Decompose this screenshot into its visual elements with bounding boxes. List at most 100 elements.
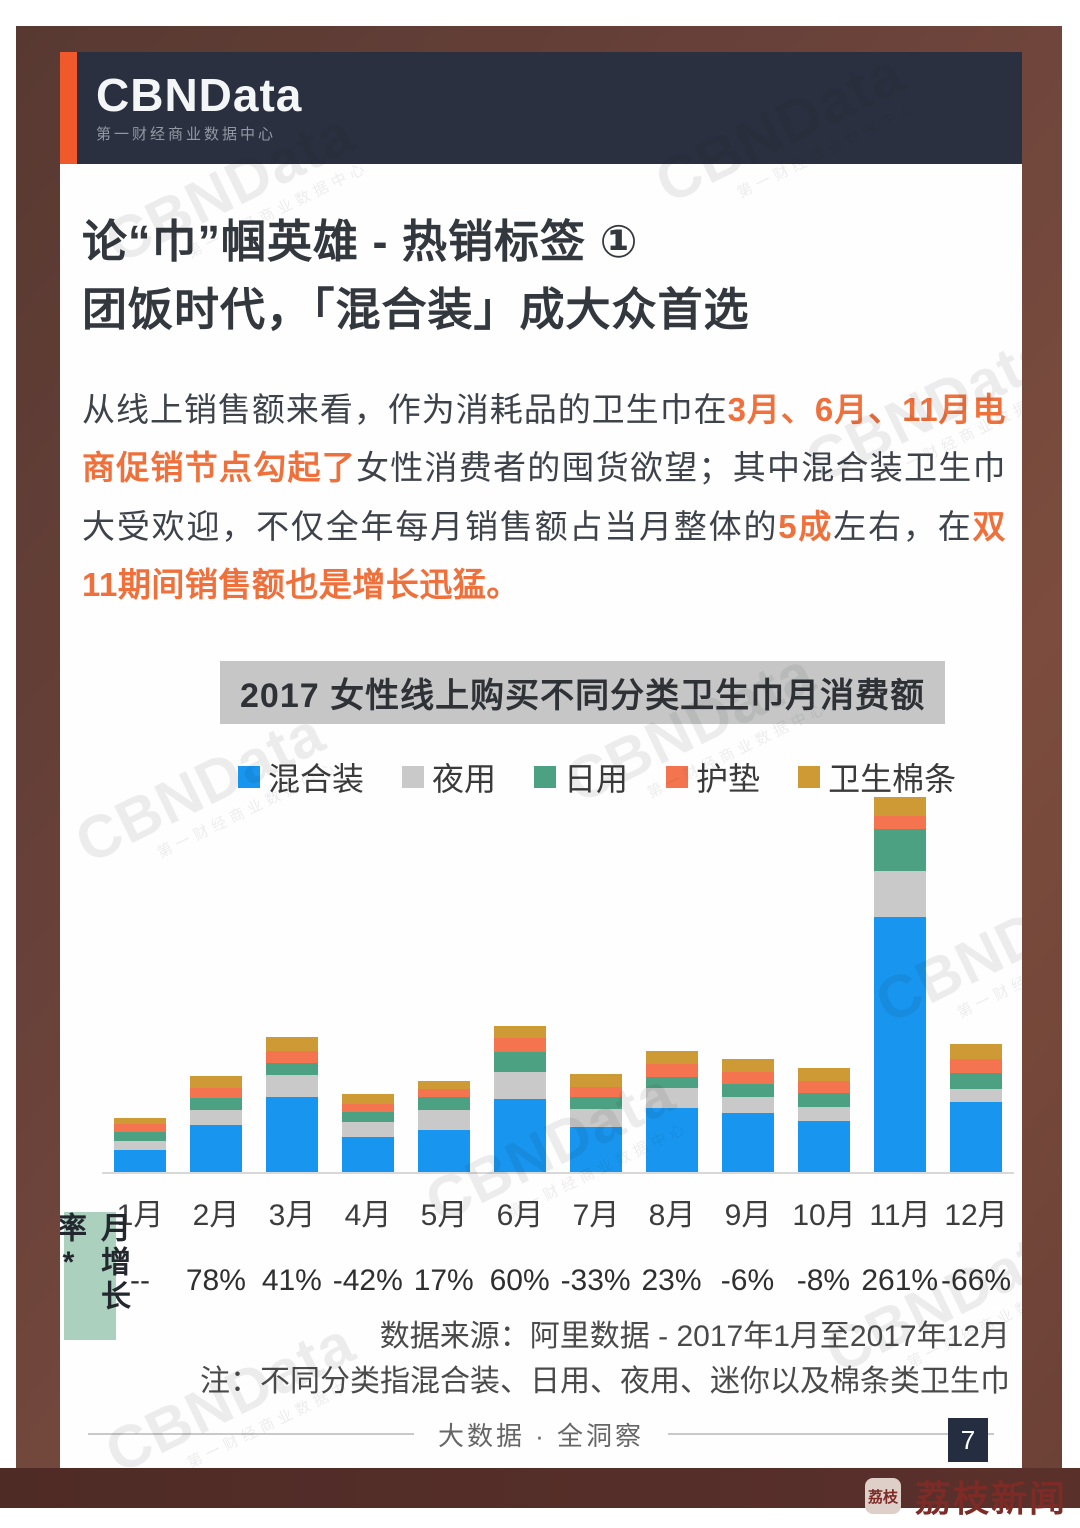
bar-segment-护垫 (646, 1063, 698, 1078)
growth-rate-value: 41% (261, 1263, 322, 1297)
bar-segment-混合装 (646, 1107, 698, 1172)
bar-segment-护垫 (722, 1072, 774, 1085)
month-label: 12月 (944, 1198, 1008, 1232)
bar-segment-卫生棉条 (874, 796, 926, 816)
cbndata-logo-subtitle: 第一财经商业数据中心 (96, 125, 277, 143)
bar-column-5月 (406, 792, 482, 1172)
chart-legend: 混合装 夜用 日用 护垫 卫生棉条 (238, 754, 1022, 800)
bar-segment-混合装 (418, 1129, 470, 1172)
chart-axis-area: 月增长率* 1月 2月 3月 4月 5月 6月 7月 8月 9月 10月 11月 12月 -- 78% 4… (60, 1190, 1014, 1340)
bar-segment-夜用 (266, 1075, 318, 1098)
bar-segment-护垫 (494, 1037, 546, 1052)
bar-segment-混合装 (722, 1112, 774, 1172)
growth-rate-value: -- (129, 1263, 150, 1297)
body-text: 从线上销售额来看，作为消耗品的卫生巾在 (82, 391, 728, 428)
bar-segment-卫生棉条 (342, 1093, 394, 1104)
legend-item-夜用: 夜用 (402, 754, 496, 800)
growth-rate-value: 60% (489, 1263, 550, 1297)
cbndata-logo: CBNData (96, 69, 303, 121)
bar-column-10月 (786, 792, 862, 1172)
source-block: 数据来源：阿里数据 - 2017年1月至2017年12月 注：不同分类指混合装、… (60, 1314, 1010, 1404)
growth-rate-value: -8% (796, 1263, 851, 1297)
month-label-row: 1月 2月 3月 4月 5月 6月 7月 8月 9月 10月 11月 12月 (102, 1190, 1014, 1234)
legend-item-混合装: 混合装 (238, 754, 364, 800)
bar-segment-日用 (266, 1062, 318, 1076)
growth-rate-value: 78% (185, 1263, 246, 1297)
legend-swatch (666, 765, 689, 788)
bar-segment-混合装 (570, 1126, 622, 1172)
bar-segment-夜用 (798, 1106, 850, 1121)
chart: 2017 女性线上购买不同分类卫生巾月消费额 混合装 夜用 日用 护垫 卫生棉条 月增长… (60, 615, 1022, 1340)
bar-segment-混合装 (266, 1097, 318, 1172)
legend-swatch (402, 765, 425, 788)
bar-segment-护垫 (114, 1124, 166, 1132)
highlighted-text: 3月、6月、11月电商促销节点勾起了 (82, 391, 1007, 487)
stacked-bar-4月 (342, 1093, 394, 1172)
month-label: 11月 (869, 1198, 931, 1232)
brand-name: 荔枝新闻 (915, 1478, 1068, 1519)
growth-rate-axis-label: 月增长率* (60, 1211, 129, 1340)
report-card: CBNData 第一财经商业数据中心 论“巾”帼英雄 - 热销标签 ① 团饭时代，… (60, 52, 1022, 1468)
bar-segment-夜用 (190, 1110, 242, 1125)
growth-rate-row: -- 78% 41% -42% 17% 60% -33% 23% -6% -8% 261% -66% (102, 1264, 1014, 1298)
bar-segment-夜用 (722, 1097, 774, 1113)
page-title-line1: 论“巾”帼英雄 - 热销标签 ① (82, 216, 639, 267)
page-number-badge: 7 (948, 1418, 988, 1462)
bar-segment-卫生棉条 (950, 1044, 1002, 1060)
stacked-bar-12月 (950, 1044, 1002, 1172)
body-text: 左右，在 (833, 507, 973, 545)
month-label: 1月 (116, 1198, 164, 1232)
body-paragraph: 从线上销售额来看，作为消耗品的卫生巾在3月、6月、11月电商促销节点勾起了女性消… (82, 381, 1006, 615)
bar-segment-混合装 (950, 1102, 1002, 1172)
bar-segment-夜用 (114, 1140, 166, 1150)
bar-segment-夜用 (494, 1071, 546, 1100)
chart-note: 注：不同分类指混合装、日用、夜用、迷你以及棉条类卫生巾 (200, 1364, 1010, 1398)
stacked-bar-11月 (874, 796, 926, 1172)
bar-segment-夜用 (418, 1109, 470, 1130)
stacked-bar-7月 (570, 1073, 622, 1172)
month-label: 8月 (648, 1198, 696, 1232)
stacked-bar-9月 (722, 1058, 774, 1172)
bar-segment-日用 (418, 1097, 470, 1110)
bar-segment-日用 (722, 1084, 774, 1098)
bar-segment-夜用 (646, 1088, 698, 1108)
page-title-line2: 团饭时代，「混合装」成大众首选 (82, 283, 750, 335)
stacked-bar-1月 (114, 1118, 166, 1172)
stacked-bar-5月 (418, 1080, 470, 1172)
bar-segment-卫生棉条 (722, 1058, 774, 1073)
legend-label: 卫生棉条 (828, 760, 957, 797)
chart-title: 2017 女性线上购买不同分类卫生巾月消费额 (220, 660, 946, 724)
bar-segment-卫生棉条 (190, 1076, 242, 1089)
bar-segment-日用 (570, 1097, 622, 1110)
bar-segment-混合装 (494, 1099, 546, 1172)
bar-segment-日用 (798, 1092, 850, 1107)
bar-segment-混合装 (342, 1136, 394, 1172)
bar-column-9月 (710, 792, 786, 1172)
bar-segment-日用 (950, 1072, 1002, 1090)
tagline-rule-left (88, 1433, 414, 1436)
growth-rate-value: -33% (560, 1263, 631, 1297)
page-title: 论“巾”帼英雄 - 热销标签 ① 团饭时代，「混合装」成大众首选 (82, 208, 1002, 343)
bar-segment-护垫 (570, 1086, 622, 1098)
bar-segment-日用 (114, 1131, 166, 1141)
bar-segment-夜用 (950, 1089, 1002, 1103)
bar-column-1月 (102, 792, 178, 1172)
growth-rate-value: 17% (413, 1263, 474, 1297)
bar-segment-护垫 (874, 815, 926, 829)
bar-column-3月 (254, 792, 330, 1172)
bar-segment-护垫 (342, 1103, 394, 1112)
legend-item-护垫: 护垫 (666, 754, 760, 800)
stacked-bar-6月 (494, 1025, 546, 1172)
month-label: 9月 (724, 1198, 772, 1232)
month-label: 4月 (344, 1198, 392, 1232)
accent-stripe (60, 52, 77, 164)
chart-plot (102, 792, 1014, 1174)
bar-segment-夜用 (342, 1122, 394, 1137)
lizhi-app-icon: 荔枝 (865, 1478, 901, 1514)
bar-segment-混合装 (798, 1120, 850, 1172)
growth-rate-value: -66% (941, 1263, 1012, 1297)
growth-rate-value: -42% (332, 1263, 403, 1297)
stacked-bar-3月 (266, 1037, 318, 1172)
bar-segment-卫生棉条 (570, 1073, 622, 1087)
legend-swatch (238, 765, 260, 788)
